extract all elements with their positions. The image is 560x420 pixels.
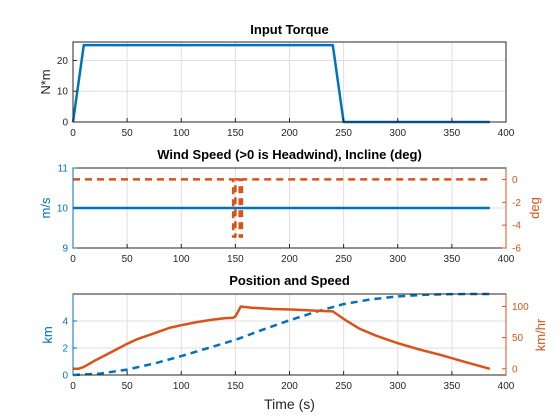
x-tick-label: 350: [444, 381, 461, 392]
x-tick-label: 300: [389, 381, 406, 392]
x-tick-label: 350: [444, 254, 461, 265]
x-tick-label: 0: [70, 381, 76, 392]
tick-layer: 0 50 100 150 200 250 300 350 400 0 10 20: [57, 56, 515, 139]
grid: [72, 42, 507, 123]
y-tick-label: 2: [62, 344, 68, 355]
y-tick-label: 9: [62, 244, 68, 255]
chart-title: Wind Speed (>0 is Headwind), Incline (de…: [157, 147, 422, 162]
y2-tick-label: 100: [512, 302, 529, 313]
y-tick-label: 0: [62, 371, 68, 382]
y2-tick-label: 0: [512, 364, 518, 375]
series-line-1: [73, 305, 491, 371]
chart-title: Position and Speed: [229, 273, 350, 288]
y-tick-label: 10: [57, 204, 69, 215]
x-tick-label: 350: [444, 128, 461, 139]
series-line-0: [72, 292, 490, 377]
x-tick-label: 250: [335, 128, 352, 139]
x-tick-label: 250: [335, 254, 352, 265]
x-tick-label: 150: [227, 381, 244, 392]
y2-tick-label: 0: [512, 175, 518, 186]
x-tick-label: 400: [498, 128, 515, 139]
y-axis-label-right: deg: [527, 197, 542, 219]
x-tick-label: 100: [173, 381, 190, 392]
y-axis-label-left: km: [40, 326, 55, 343]
x-tick-label: 200: [281, 128, 298, 139]
y-axis-label-right: km/hr: [533, 318, 548, 351]
x-tick-label: 400: [498, 381, 515, 392]
series-line-0: [71, 43, 490, 124]
grid: [72, 294, 507, 376]
x-tick-label: 50: [122, 254, 134, 265]
x-tick-label: 400: [498, 254, 515, 265]
x-tick-label: 100: [173, 254, 190, 265]
subplot-input-torque: 0 50 100 150 200 250 300 350 400 0 10 20 Input Torq…: [38, 22, 515, 139]
tick-layer: 0 50 100 150 200 250 300 350 400 9 10 11 0 -2 -4 -6: [57, 164, 521, 266]
y2-tick-label: -4: [512, 221, 521, 232]
series-layer: [71, 43, 490, 124]
series-line-1: [73, 178, 490, 238]
x-tick-label: 300: [389, 254, 406, 265]
subplot-wind-incline: 0 50 100 150 200 250 300 350 400 9 10 11 0 -2 -4 -6 Win…: [38, 147, 542, 265]
y-tick-label: 4: [62, 317, 68, 328]
y-tick-label: 0: [62, 118, 68, 129]
subplot-position-speed: 0 50 100 150 200 250 300 350 400 0 2 4 0 50 100 Positi…: [40, 273, 548, 412]
x-tick-label: 200: [281, 254, 298, 265]
series-layer: [72, 292, 491, 377]
y2-tick-label: -2: [512, 198, 521, 209]
y2-tick-label: 50: [512, 333, 524, 344]
series-layer: [73, 178, 490, 238]
x-tick-label: 50: [122, 128, 134, 139]
y-tick-label: 10: [57, 87, 69, 98]
y2-tick-label: -6: [512, 244, 521, 255]
x-tick-label: 200: [281, 381, 298, 392]
y-axis-label-left: m/s: [38, 197, 53, 218]
x-tick-label: 300: [389, 128, 406, 139]
y-axis-label: N*m: [38, 69, 53, 94]
x-tick-label: 50: [122, 381, 134, 392]
tick-layer: 0 50 100 150 200 250 300 350 400 0 2 4 0 50 100: [62, 294, 529, 392]
x-tick-label: 150: [227, 254, 244, 265]
x-axis-label: Time (s): [264, 396, 315, 412]
y-tick-label: 20: [57, 56, 69, 67]
chart-title: Input Torque: [250, 22, 328, 37]
x-tick-label: 150: [227, 128, 244, 139]
x-tick-label: 0: [70, 254, 76, 265]
x-tick-label: 100: [173, 128, 190, 139]
x-tick-label: 250: [335, 381, 352, 392]
x-tick-label: 0: [70, 128, 76, 139]
y-tick-label: 11: [58, 164, 69, 175]
